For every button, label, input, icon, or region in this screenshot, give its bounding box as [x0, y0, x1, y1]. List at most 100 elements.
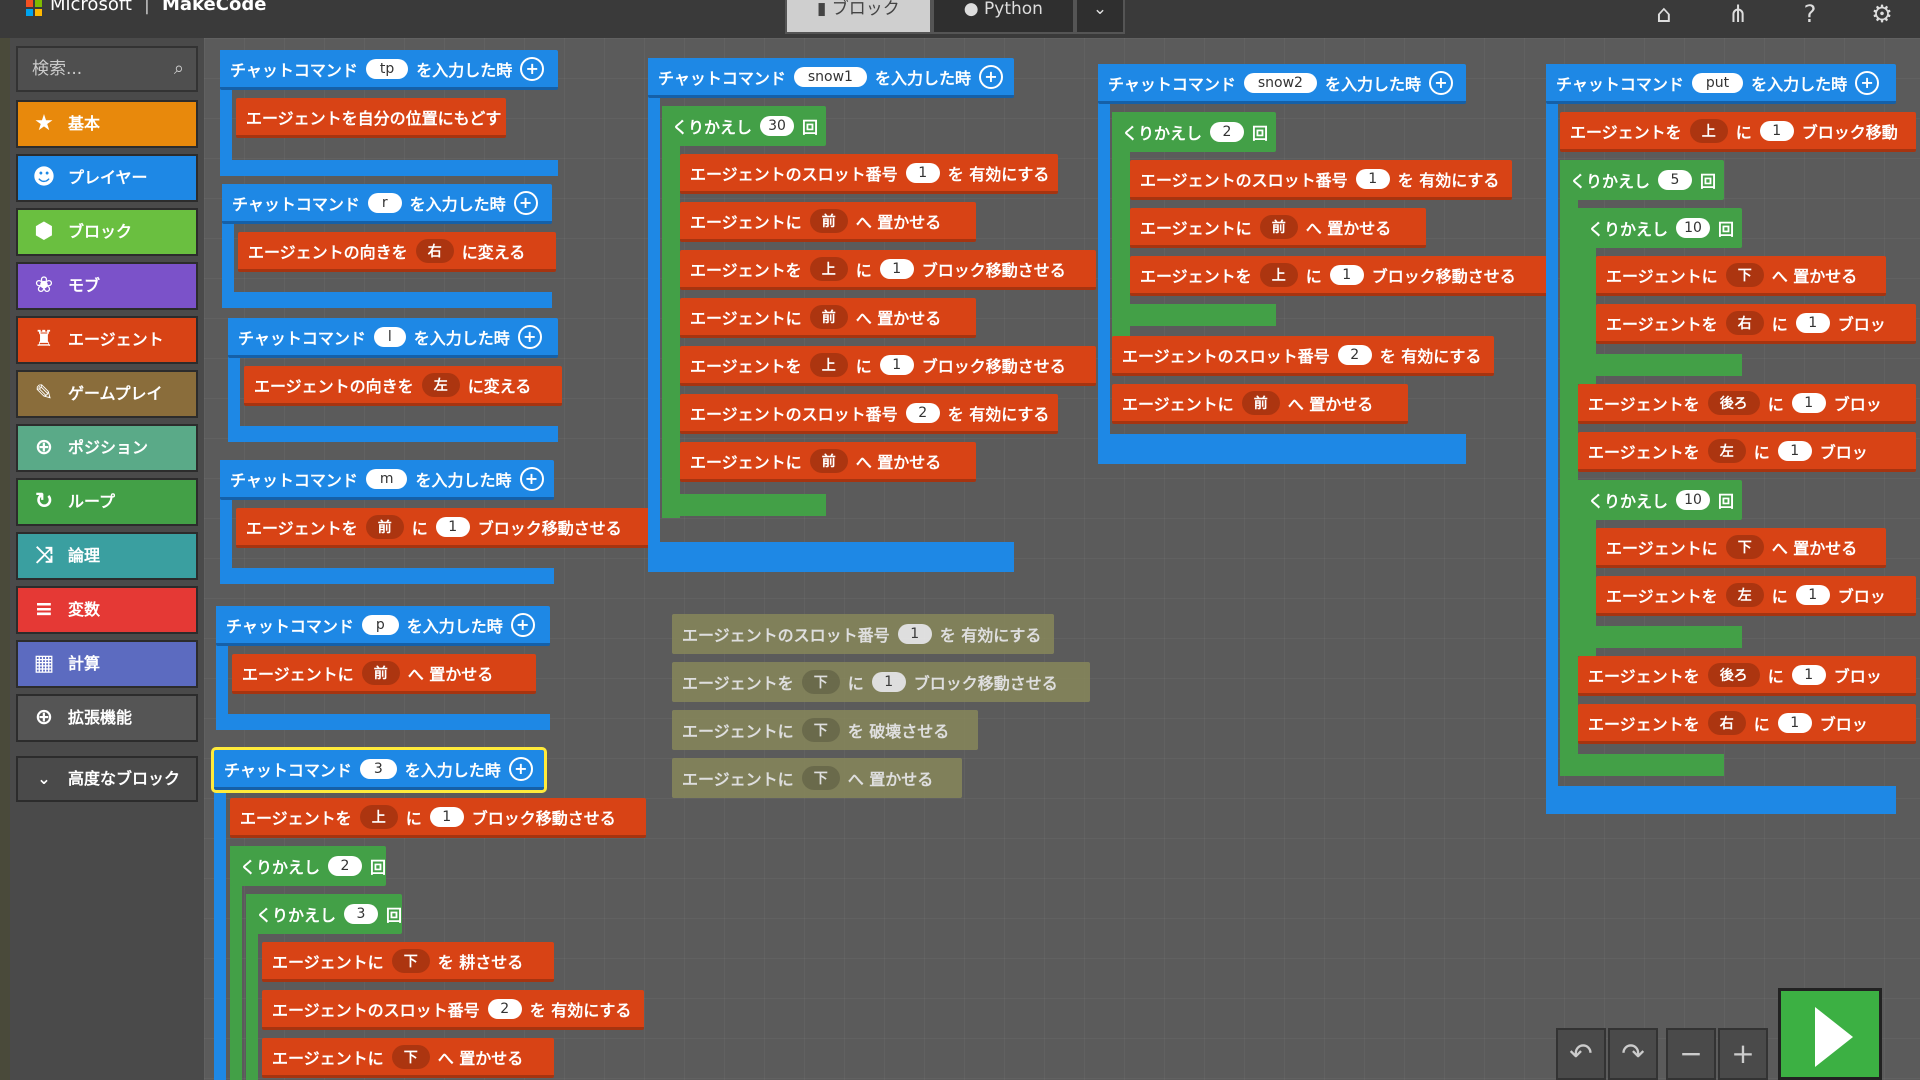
agent-place-block[interactable]: エージェントに下へ 置かせる	[1596, 528, 1886, 568]
gear-icon[interactable]: ⚙	[1871, 0, 1893, 28]
agent-slot-block[interactable]: エージェントのスロット番号 2 を 有効にする	[680, 394, 1058, 434]
agent-place-block[interactable]: エージェントに前へ 置かせる	[1130, 208, 1426, 248]
agent-move-block[interactable]: エージェントを前に 1 ブロック移動させる	[236, 508, 654, 548]
add-param-icon[interactable]: +	[520, 56, 545, 81]
event-header[interactable]: チャットコマンド snow1 を入力した時 +	[648, 58, 1014, 98]
event-header[interactable]: チャットコマンド snow2 を入力した時 +	[1098, 64, 1466, 104]
add-param-icon[interactable]: +	[1855, 70, 1880, 95]
agent-move-block[interactable]: エージェントを 後ろに 1 ブロッ	[1578, 384, 1916, 424]
agent-place-block[interactable]: エージェントに前へ 置かせる	[680, 298, 976, 338]
category-gameplay[interactable]: ✎ ゲームプレイ	[16, 370, 198, 418]
repeat-loop-block[interactable]: くりかえし 5 回	[1560, 160, 1724, 200]
category-agent[interactable]: ♜ エージェント	[16, 316, 198, 364]
agent-move-block[interactable]: エージェントを左に 1 ブロッ	[1578, 432, 1916, 472]
agent-move-block[interactable]: エージェントを下に 1 ブロック移動させる	[672, 662, 1090, 702]
agent-teleport-block[interactable]: エージェントを自分の位置にもどす	[236, 98, 506, 138]
add-param-icon[interactable]: +	[508, 756, 533, 781]
agent-place-block[interactable]: エージェントに下へ 置かせる	[262, 1038, 554, 1078]
agent-destroy-block[interactable]: エージェントに下を 破壊させる	[672, 710, 978, 750]
repeat-loop-block[interactable]: くりかえし 2 回	[230, 846, 386, 886]
agent-move-block[interactable]: エージェントを上に 1 ブロック移動させる	[1130, 256, 1548, 296]
add-param-icon[interactable]: +	[519, 466, 544, 491]
category-logic[interactable]: ⤨ 論理	[16, 532, 198, 580]
agent-slot-block[interactable]: エージェントのスロット番号 2 を 有効にする	[1112, 336, 1494, 376]
tab-dropdown-chevron-icon[interactable]: ⌄	[1074, 0, 1125, 34]
add-param-icon[interactable]: +	[978, 64, 1003, 89]
chevron-down-icon: ⌄	[37, 769, 51, 788]
agent-place-block[interactable]: エージェントに前へ 置かせる	[680, 442, 976, 482]
agent-turn-block[interactable]: エージェントの向きを右に変える	[238, 232, 556, 272]
event-header[interactable]: チャットコマンド 3 を入力した時 +	[211, 747, 547, 793]
agent-place-block[interactable]: エージェントに前へ 置かせる	[232, 654, 536, 694]
zoom-in-icon[interactable]: +	[1718, 1028, 1768, 1080]
agent-slot-block[interactable]: エージェントのスロット番号 1 を 有効にする	[1130, 160, 1512, 200]
category-variables[interactable]: ≡ 変数	[16, 586, 198, 634]
blocks-workspace[interactable]: チャットコマンド tp を入力した時 + エージェントを自分の位置にもどす チャットコ…	[204, 38, 1920, 1080]
share-icon[interactable]: ⋔	[1727, 0, 1749, 28]
agent-turn-block[interactable]: エージェントの向きを左に変える	[244, 366, 562, 406]
agent-move-block[interactable]: エージェントを 後ろに 1 ブロッ	[1578, 656, 1916, 696]
category-loops[interactable]: ↻ ループ	[16, 478, 198, 526]
agent-move-block[interactable]: エージェントを上に 1 ブロック移動	[1560, 112, 1916, 152]
tab-python[interactable]: ● Python	[931, 0, 1075, 34]
advanced-blocks-toggle[interactable]: ⌄ 高度なブロック	[16, 756, 198, 802]
crosshair-icon: ⊕	[34, 435, 54, 460]
agent-icon: ♜	[34, 327, 54, 352]
add-param-icon[interactable]: +	[510, 612, 535, 637]
event-header[interactable]: チャットコマンド m を入力した時 +	[220, 460, 554, 500]
event-header[interactable]: チャットコマンド put を入力した時 +	[1546, 64, 1896, 104]
search-input[interactable]: 検索... ⌕	[16, 46, 198, 92]
help-icon[interactable]: ?	[1803, 0, 1817, 28]
category-math[interactable]: ▦ 計算	[16, 640, 198, 688]
repeat-loop-block[interactable]: くりかえし 30 回	[662, 106, 826, 146]
event-header[interactable]: チャットコマンド l を入力した時 +	[228, 318, 558, 358]
agent-move-block[interactable]: エージェントを上に 1 ブロック移動させる	[230, 798, 646, 838]
agent-slot-block[interactable]: エージェントのスロット番号 1 を 有効にする	[680, 154, 1058, 194]
agent-place-block[interactable]: エージェントに前へ 置かせる	[680, 202, 976, 242]
agent-place-block[interactable]: エージェントに下へ 置かせる	[672, 758, 962, 798]
repeat-loop-block[interactable]: くりかえし 10 回	[1578, 480, 1742, 520]
agent-till-block[interactable]: エージェントに下を 耕させる	[262, 942, 554, 982]
agent-move-block[interactable]: エージェントを上に 1 ブロック移動させる	[680, 250, 1096, 290]
category-basic[interactable]: ★ 基本	[16, 100, 198, 148]
plus-circle-icon: ⊕	[34, 705, 54, 730]
agent-move-block[interactable]: エージェントを左に 1 ブロッ	[1596, 576, 1916, 616]
add-param-icon[interactable]: +	[517, 324, 542, 349]
agent-move-block[interactable]: エージェントを右に 1 ブロッ	[1596, 304, 1916, 344]
agent-place-block[interactable]: エージェントに下へ 置かせる	[1596, 256, 1886, 296]
event-header[interactable]: チャットコマンド p を入力した時 +	[216, 606, 550, 646]
category-player[interactable]: ☻ プレイヤー	[16, 154, 198, 202]
brand-makecode: MakeCode	[162, 0, 267, 15]
tab-blocks[interactable]: ▮ ブロック	[785, 0, 932, 34]
agent-move-block[interactable]: エージェントを右に 1 ブロッ	[1578, 704, 1916, 744]
category-mobs[interactable]: ❀ モブ	[16, 262, 198, 310]
agent-place-block[interactable]: エージェントに前へ 置かせる	[1112, 384, 1408, 424]
wrench-icon: ✎	[34, 381, 54, 406]
add-param-icon[interactable]: +	[513, 190, 538, 215]
category-blocks[interactable]: ⬢ ブロック	[16, 208, 198, 256]
agent-slot-block[interactable]: エージェントのスロット番号 2 を 有効にする	[262, 990, 644, 1030]
category-positions[interactable]: ⊕ ポジション	[16, 424, 198, 472]
zoom-out-icon[interactable]: −	[1666, 1028, 1716, 1080]
event-header[interactable]: チャットコマンド tp を入力した時 +	[220, 50, 558, 90]
microsoft-logo-icon	[26, 0, 42, 16]
add-param-icon[interactable]: +	[1428, 70, 1453, 95]
event-header[interactable]: チャットコマンド r を入力した時 +	[222, 184, 552, 224]
repeat-loop-block[interactable]: くりかえし 10 回	[1578, 208, 1742, 248]
repeat-loop-block[interactable]: くりかえし 2 回	[1112, 112, 1276, 152]
home-icon[interactable]: ⌂	[1656, 0, 1672, 28]
undo-icon[interactable]: ↶	[1556, 1028, 1606, 1080]
category-extensions[interactable]: ⊕ 拡張機能	[16, 694, 198, 742]
agent-slot-block[interactable]: エージェントのスロット番号 1 を 有効にする	[672, 614, 1054, 654]
star-icon: ★	[34, 111, 54, 136]
top-bar: Microsoft | MakeCode ▮ ブロック ● Python ⌄ ⌂ ⋔…	[0, 0, 1920, 38]
paw-icon: ❀	[34, 273, 54, 298]
run-button[interactable]	[1778, 988, 1882, 1080]
repeat-loop-block[interactable]: くりかえし 3 回	[246, 894, 402, 934]
brand-microsoft: Microsoft	[50, 0, 132, 15]
calculator-icon: ▦	[33, 651, 55, 676]
person-icon: ☻	[32, 165, 56, 190]
agent-move-block[interactable]: エージェントを上に 1 ブロック移動させる	[680, 346, 1096, 386]
left-edge-strip	[0, 38, 10, 1080]
redo-icon[interactable]: ↷	[1608, 1028, 1658, 1080]
